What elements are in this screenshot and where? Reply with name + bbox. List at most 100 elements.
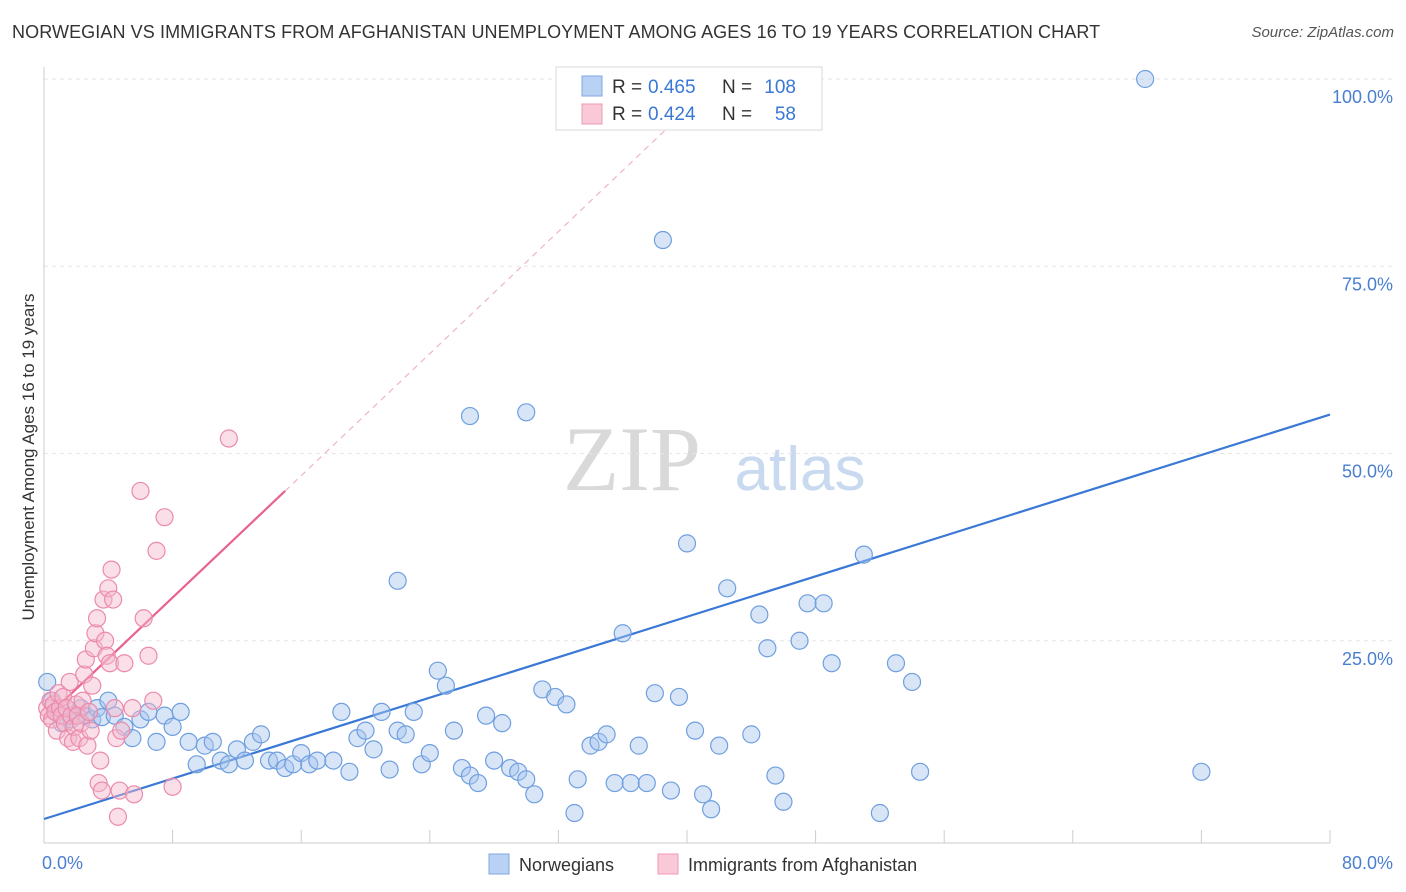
afghanistan-point (108, 807, 128, 826)
afghanistan-point (62, 706, 81, 725)
norwegians-point (886, 654, 906, 673)
norwegians-point (324, 751, 343, 770)
y-tick-label-2: 75.0% (1342, 274, 1393, 294)
norwegians-point (685, 721, 705, 740)
norwegians-point (702, 800, 721, 819)
norwegians-point (171, 702, 190, 722)
y-tick-labels: 25.0% 50.0% 75.0% 100.0% (1332, 87, 1393, 669)
legend-n-value-afghanistan: 58 (775, 104, 796, 125)
norwegians-point (645, 684, 664, 703)
norwegians-point (669, 687, 689, 707)
afghanistan-point (73, 691, 92, 710)
norwegians-point (637, 773, 656, 793)
legend-r-label-norwegians: R = (612, 77, 642, 98)
bottom-legend-swatch-afghanistan (657, 853, 679, 875)
norwegians-point (340, 762, 359, 781)
norwegians-point (372, 702, 391, 722)
norwegians-point (710, 736, 729, 755)
norwegians-point (653, 230, 672, 250)
source-label: Source: ZipAtlas.com (1251, 24, 1394, 41)
norwegians-point (332, 702, 351, 722)
y-tick-label-0: 25.0% (1342, 649, 1393, 669)
afghanistan-point (131, 481, 150, 501)
legend-swatch-afghanistan (581, 103, 603, 125)
afghanistan-point (144, 691, 163, 710)
afghanistan-point (105, 699, 124, 718)
norwegians-point (235, 751, 255, 770)
afghanistan-point (123, 699, 142, 718)
afghanistan-point (79, 702, 99, 722)
legend-r-label-afghanistan: R = (612, 104, 642, 125)
norwegians-point (1136, 69, 1155, 89)
norwegians-point (179, 732, 198, 751)
norwegians-point (388, 571, 407, 590)
y-tick-label-3: 100.0% (1332, 87, 1393, 107)
watermark-atlas: atlas (735, 435, 866, 504)
norwegians-point (822, 654, 841, 673)
norwegians-point (758, 639, 777, 658)
legend-r-value-afghanistan: 0.424 (648, 104, 696, 125)
afghanistan-point (92, 781, 111, 800)
x-tick-label-min: 0.0% (42, 853, 83, 873)
norwegians-point (565, 803, 584, 823)
norwegians-point (396, 725, 415, 744)
norwegians-point (798, 594, 817, 613)
y-tick-label-1: 50.0% (1342, 462, 1393, 482)
norwegians-point (677, 534, 697, 553)
norwegians-point (525, 785, 544, 804)
legend-n-label-afghanistan: N = (722, 104, 752, 125)
norwegians-point (460, 406, 480, 426)
afghanistan-point (87, 609, 107, 628)
afghanistan-point (104, 590, 123, 609)
norwegians-point (380, 760, 399, 779)
afghanistan-point (100, 654, 120, 673)
norwegians-point (693, 785, 713, 804)
afghanistan-point (91, 751, 110, 770)
norwegians-point (661, 781, 681, 800)
norwegians-point (468, 773, 488, 793)
norwegians-point (854, 545, 873, 564)
series-afghanistan (38, 429, 238, 826)
norwegians-point (557, 695, 576, 714)
axes (43, 67, 1331, 844)
x-tick-labels: 0.0% 80.0% (42, 853, 1393, 873)
trend-line-afghanistan-extension (284, 78, 720, 492)
norwegians-point (621, 773, 640, 793)
norwegians-point (420, 743, 439, 763)
afghanistan-point (124, 785, 144, 804)
norwegians-point (485, 751, 504, 770)
norwegians-point (364, 740, 383, 759)
norwegians-point (750, 605, 769, 624)
norwegians-point (910, 762, 930, 781)
norwegians-point (476, 706, 496, 725)
norwegians-point (493, 714, 512, 733)
norwegians-point (517, 403, 536, 422)
norwegians-point (219, 755, 238, 774)
norwegians-point (718, 579, 737, 598)
norwegians-point (568, 770, 587, 789)
norwegians-point (187, 755, 206, 774)
norwegians-point (99, 691, 118, 710)
norwegians-point (1192, 762, 1211, 781)
gridlines (44, 78, 1392, 642)
chart-title: NORWEGIAN VS IMMIGRANTS FROM AFGHANISTAN… (12, 22, 1101, 42)
legend-swatch-norwegians (581, 75, 603, 97)
bottom-legend-swatch-norwegians (488, 853, 510, 875)
norwegians-point (147, 732, 166, 751)
afghanistan-point (163, 777, 182, 796)
norwegians-point (163, 717, 182, 736)
trend-line-norwegians (43, 413, 1331, 821)
bottom-legend-label-afghanistan: Immigrants from Afghanistan (688, 855, 917, 875)
watermark: ZIP atlas (563, 408, 865, 510)
afghanistan-point (60, 672, 79, 692)
norwegians-point (774, 792, 793, 811)
norwegians-point (902, 672, 922, 692)
afghanistan-point (78, 736, 97, 755)
norwegians-point (356, 721, 375, 740)
afghanistan-point (83, 676, 102, 695)
norwegians-point (251, 725, 271, 744)
legend-r-value-norwegians: 0.465 (648, 77, 696, 98)
afghanistan-point (139, 646, 158, 665)
afghanistan-point (99, 579, 118, 598)
